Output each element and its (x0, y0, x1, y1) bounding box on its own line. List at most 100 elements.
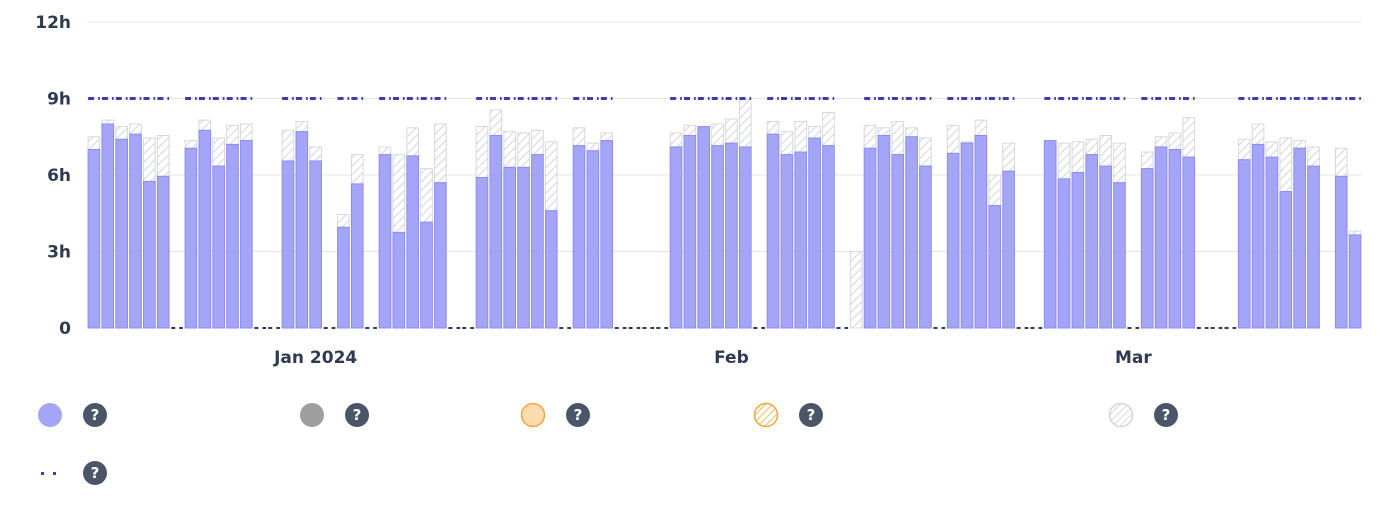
bar-tracked (406, 155, 420, 329)
bar-tracked (475, 177, 489, 329)
hatched-orange-swatch (753, 402, 779, 428)
bar-untracked (350, 154, 364, 185)
bar-untracked (1307, 146, 1320, 167)
bar-tracked (309, 160, 322, 329)
bar-tracked (434, 182, 447, 329)
bar-untracked (184, 140, 198, 149)
bar-untracked (780, 131, 794, 156)
legend-item-solid-purple: ? (37, 402, 107, 428)
bar-tracked (794, 151, 808, 329)
bar-untracked (988, 174, 1002, 207)
bar-tracked (184, 147, 198, 329)
bar-untracked (240, 123, 253, 142)
help-icon[interactable]: ? (345, 403, 369, 427)
bar-untracked (489, 109, 503, 136)
bar-untracked (725, 118, 738, 144)
bar-untracked (1099, 134, 1112, 167)
bar-untracked (101, 119, 115, 125)
bar-untracked (600, 132, 614, 142)
legend-item-hatched-gray: ? (1108, 402, 1178, 428)
bar-untracked (946, 124, 960, 154)
bar-untracked (1002, 142, 1015, 172)
bar-untracked (877, 127, 891, 136)
bar-tracked (1334, 175, 1348, 329)
bar-untracked (503, 131, 517, 168)
bar-tracked (1293, 147, 1306, 329)
x-tick-label: Mar (1115, 348, 1152, 368)
bar-untracked (794, 120, 808, 153)
bar-tracked (392, 231, 406, 329)
x-tick-label: Jan 2024 (273, 348, 357, 368)
legend-item-solid-orange: ? (520, 402, 590, 428)
x-axis: Jan 2024 Feb Mar (273, 348, 1152, 368)
bar-tracked (711, 145, 724, 329)
help-icon[interactable]: ? (83, 461, 107, 485)
y-tick-label: 3h (47, 243, 71, 263)
bar-tracked (143, 180, 156, 329)
bar-untracked (905, 127, 918, 138)
bar-untracked (378, 146, 392, 156)
hatched-gray-swatch (1108, 402, 1134, 428)
help-icon[interactable]: ? (566, 403, 590, 427)
bar-untracked (738, 99, 752, 148)
bar-tracked (1251, 143, 1265, 329)
bar-tracked (115, 138, 128, 329)
bar-untracked (531, 129, 544, 156)
bar-tracked (586, 150, 600, 329)
bar-tracked (129, 133, 142, 329)
bar-tracked (1265, 156, 1279, 329)
bar-untracked (337, 214, 350, 228)
solid-orange-swatch (520, 402, 546, 428)
bar-tracked (960, 142, 974, 329)
bar-tracked (531, 154, 544, 329)
bar-tracked (517, 166, 530, 329)
bar-tracked (1099, 165, 1112, 329)
bar-untracked (808, 126, 821, 139)
solid-purple-swatch (38, 403, 62, 427)
bar-tracked (1085, 154, 1099, 329)
bar-series (87, 99, 1362, 329)
bar-tracked (1002, 170, 1015, 329)
bar-untracked (156, 134, 170, 177)
bar-tracked (988, 205, 1002, 329)
bar-tracked (226, 143, 239, 329)
bar-tracked (1113, 182, 1126, 329)
bar-untracked (711, 123, 724, 147)
bar-untracked (572, 127, 586, 147)
help-icon[interactable]: ? (1154, 403, 1178, 427)
bar-untracked (1071, 141, 1085, 173)
bar-untracked (1057, 142, 1071, 180)
bar-untracked (1334, 147, 1348, 177)
bar-tracked (1168, 149, 1182, 329)
bar-untracked (420, 168, 433, 223)
legend: ? ? ? ? ? ? (0, 388, 1386, 508)
bar-untracked (1265, 141, 1279, 158)
bar-tracked (101, 123, 115, 329)
y-tick-label: 9h (47, 90, 71, 110)
bar-untracked (281, 129, 295, 162)
bar-untracked (1182, 117, 1196, 158)
bar-untracked (891, 120, 905, 156)
bar-untracked (392, 154, 406, 233)
bar-untracked (295, 120, 309, 133)
bar-tracked (281, 160, 295, 329)
bar-tracked (198, 129, 212, 329)
bar-untracked (1168, 132, 1182, 151)
bar-tracked (295, 131, 309, 329)
bar-untracked (1279, 137, 1293, 193)
y-tick-label: 6h (47, 166, 71, 186)
solid-gray-swatch (300, 403, 324, 427)
bar-tracked (1057, 178, 1071, 329)
y-axis: 0 3h 6h 9h 12h (35, 13, 71, 339)
bar-tracked (212, 165, 225, 329)
bar-tracked (683, 134, 697, 329)
bar-tracked (946, 152, 960, 329)
help-icon[interactable]: ? (83, 403, 107, 427)
bar-untracked (115, 126, 128, 140)
help-icon[interactable]: ? (799, 403, 823, 427)
bar-tracked (697, 126, 711, 329)
chart: 0 3h 6h 9h 12h Jan 2024 Feb Mar (35, 13, 1362, 368)
bar-untracked (198, 119, 212, 131)
bar-tracked (600, 140, 614, 329)
bar-tracked (1154, 146, 1168, 329)
